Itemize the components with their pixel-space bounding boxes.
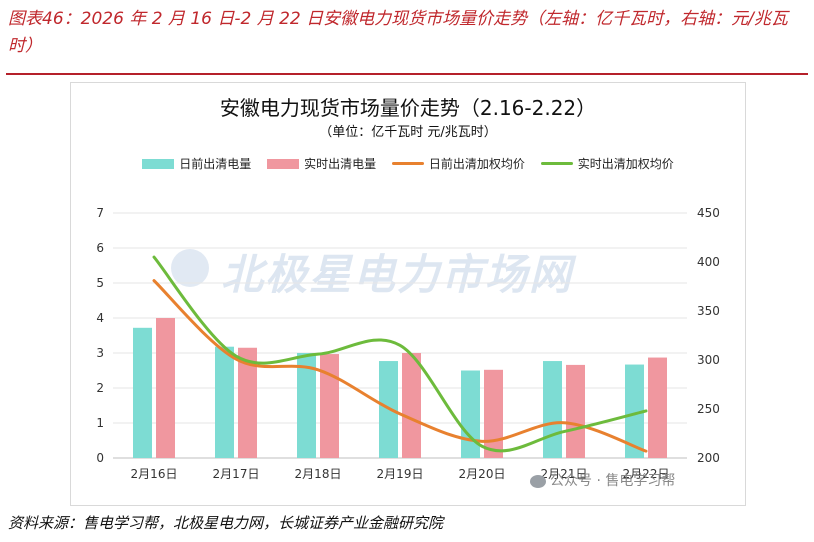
series-line (152, 255, 648, 453)
x-axis-tick-label: 2月18日 (295, 467, 342, 481)
right-axis-tick-label: 300 (697, 353, 720, 367)
figure-caption: 图表46：2026 年 2 月 16 日-2 月 22 日安徽电力现货市场量价走… (8, 9, 788, 56)
bar (461, 370, 480, 458)
chart-panel: 北极星电力市场网 安徽电力现货市场量价走势（2.16-2.22） （单位：亿千瓦… (70, 82, 746, 506)
caption-divider (6, 73, 808, 75)
left-axis-tick-label: 3 (96, 346, 104, 360)
x-axis-tick-label: 2月22日 (623, 467, 670, 481)
left-axis-tick-label: 4 (96, 311, 104, 325)
bar (133, 327, 152, 458)
right-axis-tick-label: 400 (697, 255, 720, 269)
legend-item-real-time-volume: 实时出清电量 (267, 155, 376, 172)
source-note: 资料来源：售电学习帮，北极星电力网，长城证券产业金融研究院 (8, 514, 444, 532)
x-axis-tick-label: 2月21日 (541, 467, 588, 481)
bar (648, 357, 667, 458)
chart-plot: 0 1 2 3 4 5 6 7 200 250 300 350 400 450 2月16日 2月17日 2月18… (96, 206, 720, 481)
wechat-watermark: 公众号 · 售电学习帮 (530, 470, 675, 490)
left-axis-tick-label: 0 (96, 451, 104, 465)
bar (543, 361, 562, 458)
left-axis-tick-label: 1 (96, 416, 104, 430)
chart-subtitle: （单位：亿千瓦时 元/兆瓦时） (319, 125, 497, 140)
watermark-text: 北极星电力市场网 (221, 250, 574, 299)
x-axis-tick-label: 2月17日 (213, 467, 260, 481)
bar (215, 346, 234, 458)
legend-item-day-ahead-price: 日前出清加权均价 (391, 155, 525, 172)
left-axis-tick-label: 6 (96, 241, 104, 255)
legend-swatch-day-ahead-price (391, 162, 424, 165)
left-axis-tick-label: 5 (96, 276, 104, 290)
right-axis-tick-label: 450 (697, 206, 720, 220)
bar (484, 369, 503, 458)
bar (297, 353, 316, 458)
x-axis-tick-label: 2月20日 (459, 467, 506, 481)
left-axis-tick-label: 7 (96, 206, 104, 220)
bar (238, 347, 257, 458)
series-line (152, 279, 648, 453)
chart-legend: 日前出清电量 实时出清电量 日前出清加权均价 实时出清加权均价 (71, 155, 745, 172)
legend-swatch-real-time-price (540, 162, 573, 165)
legend-swatch-real-time-volume (267, 158, 300, 169)
watermark-logo-icon (171, 249, 209, 287)
wechat-icon (530, 474, 546, 488)
legend-item-real-time-price: 实时出清加权均价 (540, 155, 674, 172)
chart-title: 安徽电力现货市场量价走势（2.16-2.22） (219, 96, 597, 120)
bar (320, 354, 339, 458)
bar (402, 353, 421, 458)
x-axis-tick-label: 2月16日 (131, 467, 178, 481)
bar (625, 364, 644, 458)
right-axis-tick-label: 350 (697, 304, 720, 318)
legend-swatch-day-ahead-volume (142, 158, 175, 169)
right-axis-tick-label: 250 (697, 402, 720, 416)
x-axis-tick-label: 2月19日 (377, 467, 424, 481)
legend-item-day-ahead-volume: 日前出清电量 (142, 155, 251, 172)
bar (156, 318, 175, 458)
right-axis-tick-label: 200 (697, 451, 720, 465)
bar (566, 364, 585, 458)
left-axis-tick-label: 2 (96, 381, 104, 395)
